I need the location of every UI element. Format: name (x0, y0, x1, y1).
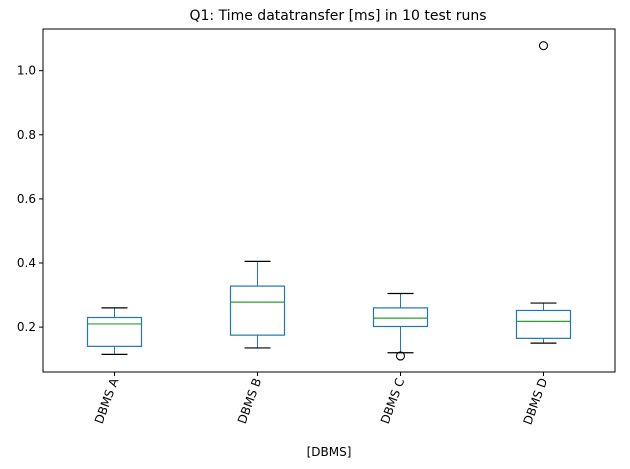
plot-frame (42, 28, 616, 373)
x-tick-label: DBMS B (235, 376, 264, 425)
outlier-point (395, 351, 406, 361)
y-tick-label: 0.4 (17, 256, 36, 270)
x-tick-label: DBMS C (378, 376, 407, 426)
box (515, 309, 572, 339)
y-tick-label: 1.0 (17, 64, 36, 78)
x-tick-label: DBMS D (521, 376, 551, 426)
box (86, 316, 143, 347)
plot-area: 0.2 0.4 0.6 0.8 1.0 DBMS A DBMS B DBMS C DBMS D (17, 28, 616, 427)
box (229, 285, 286, 336)
y-tick-label: 0.2 (17, 320, 36, 334)
outlier-point (538, 41, 549, 51)
y-tick-label: 0.6 (17, 192, 36, 206)
chart-title: Q1: Time datatransfer [ms] in 10 test ru… (190, 8, 487, 24)
x-axis-label: [DBMS] (307, 445, 352, 459)
y-tick-label: 0.8 (17, 128, 36, 142)
box (372, 307, 429, 328)
x-tick-label: DBMS A (92, 375, 122, 425)
